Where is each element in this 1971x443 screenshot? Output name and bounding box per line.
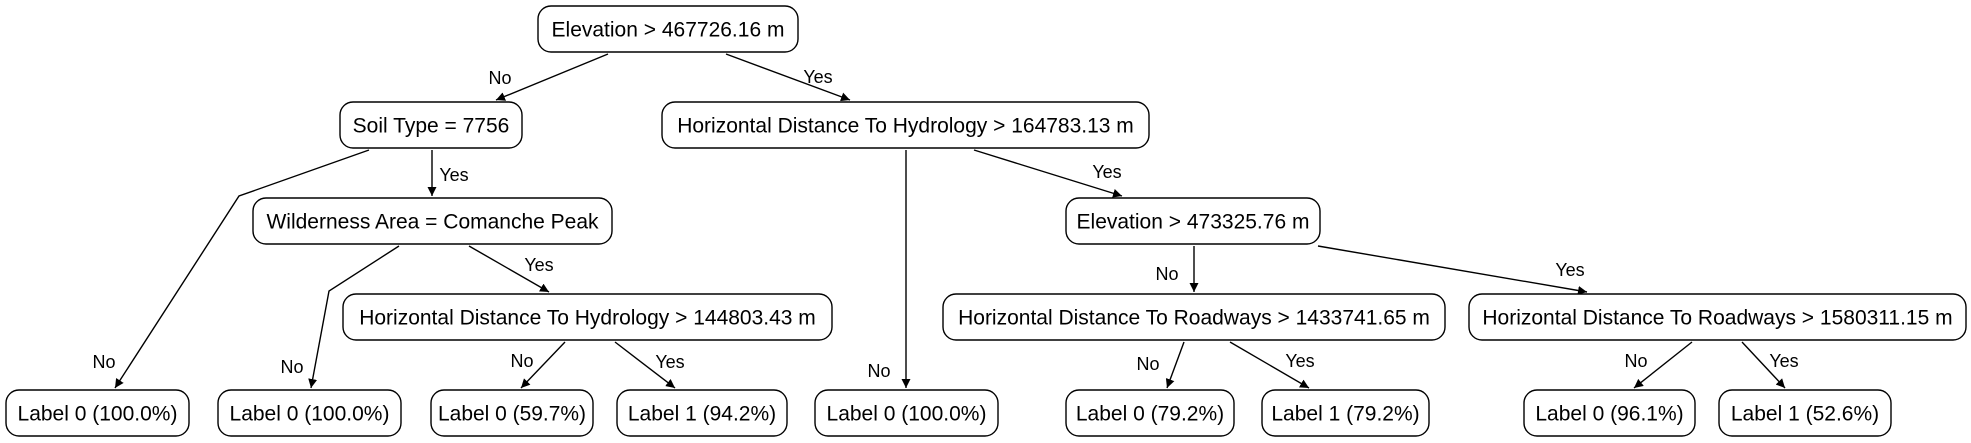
edge-label: Yes	[803, 67, 832, 87]
node-label: Horizontal Distance To Roadways > 143374…	[958, 307, 1430, 330]
edge-road2-leaf9: Yes	[1741, 341, 1799, 389]
node-box	[616, 389, 788, 437]
edge-label: No	[280, 357, 303, 377]
edge-arrow	[725, 53, 851, 102]
edge-label: Yes	[1285, 351, 1314, 371]
edge-label: No	[510, 351, 533, 371]
edge-label: Yes	[655, 352, 684, 372]
edge-hydro2-leaf4: Yes	[614, 341, 685, 389]
node-box	[1523, 389, 1696, 437]
node-label: Soil Type = 7756	[353, 115, 510, 138]
edge-arrow	[614, 341, 676, 389]
edge-label: Yes	[1555, 260, 1584, 280]
node-box	[342, 293, 833, 341]
edge-label: No	[1136, 354, 1159, 374]
leaf-node: Label 1 (79.2%)	[1261, 389, 1430, 437]
decision-node: Elevation > 473325.76 m	[1065, 197, 1321, 245]
edge-hydro1-elev2: Yes	[973, 149, 1123, 198]
decision-node: Wilderness Area = Comanche Peak	[252, 197, 613, 245]
node-label: Label 0 (96.1%)	[1535, 403, 1683, 426]
node-label: Horizontal Distance To Roadways > 158031…	[1482, 307, 1952, 330]
leaf-node: Label 0 (79.2%)	[1065, 389, 1235, 437]
edge-arrow	[114, 149, 370, 389]
edge-label: No	[1624, 351, 1647, 371]
node-box	[252, 197, 613, 245]
edge-wild-hydro2: Yes	[468, 245, 554, 293]
edge-elev2-road1: No	[1155, 246, 1199, 292]
node-label: Label 0 (79.2%)	[1076, 403, 1224, 426]
leaf-node: Label 1 (52.6%)	[1718, 389, 1892, 437]
leaf-node: Label 1 (94.2%)	[616, 389, 788, 437]
edge-arrow	[308, 245, 400, 389]
node-box	[1468, 293, 1967, 341]
edge-arrow	[520, 341, 566, 389]
node-box	[661, 101, 1150, 149]
node-box	[217, 389, 402, 437]
edge-wild-leaf2: No	[280, 245, 400, 389]
edge-label: Yes	[524, 255, 553, 275]
decision-node: Horizontal Distance To Roadways > 143374…	[942, 293, 1446, 341]
edge-label: No	[867, 361, 890, 381]
node-label: Label 1 (79.2%)	[1271, 403, 1419, 426]
node-box	[1065, 197, 1321, 245]
leaf-node: Label 0 (59.7%)	[430, 389, 594, 437]
edge-arrow	[973, 149, 1123, 198]
node-box	[430, 389, 594, 437]
edge-road2-leaf8: No	[1624, 341, 1693, 389]
node-label: Label 1 (94.2%)	[628, 403, 776, 426]
node-label: Label 0 (59.7%)	[438, 403, 586, 426]
edge-arrow	[1741, 341, 1786, 389]
leaf-node: Label 0 (100.0%)	[217, 389, 402, 437]
decision-node: Horizontal Distance To Hydrology > 16478…	[661, 101, 1150, 149]
edge-road1-leaf7: Yes	[1229, 341, 1315, 389]
edge-soil-wild: Yes	[427, 150, 469, 196]
edge-arrow	[1317, 245, 1588, 295]
edge-root-hydro1: Yes	[725, 53, 851, 102]
node-box	[5, 389, 190, 437]
edge-arrow	[1633, 341, 1693, 389]
edge-label: Yes	[439, 165, 468, 185]
edge-arrow	[495, 53, 609, 101]
node-label: Wilderness Area = Comanche Peak	[266, 211, 599, 234]
leaf-node: Label 0 (100.0%)	[814, 389, 999, 437]
node-box	[942, 293, 1446, 341]
edge-road1-leaf6: No	[1136, 341, 1185, 389]
node-box	[1065, 389, 1235, 437]
node-label: Label 0 (100.0%)	[827, 403, 987, 426]
edge-hydro1-leaf5: No	[867, 150, 911, 388]
node-label: Horizontal Distance To Hydrology > 16478…	[677, 115, 1134, 138]
node-box	[1718, 389, 1892, 437]
node-label: Label 0 (100.0%)	[230, 403, 390, 426]
edge-elev2-road2: Yes	[1317, 245, 1588, 295]
edge-arrow	[1165, 341, 1185, 389]
node-box	[537, 5, 799, 53]
edge-label: No	[488, 68, 511, 88]
edge-layer: No Yes No Yes No Yes No Yes No Yes No Yes No Yes No Yes	[92, 53, 1799, 389]
edge-label: No	[1155, 264, 1178, 284]
edge-label: Yes	[1769, 351, 1798, 371]
node-layer: Elevation > 467726.16 m Soil Type = 7756 H…	[5, 5, 1967, 437]
leaf-node: Label 0 (96.1%)	[1523, 389, 1696, 437]
decision-node: Elevation > 467726.16 m	[537, 5, 799, 53]
decision-node: Horizontal Distance To Hydrology > 14480…	[342, 293, 833, 341]
node-label: Label 1 (52.6%)	[1731, 403, 1879, 426]
node-label: Elevation > 467726.16 m	[552, 19, 785, 42]
node-label: Elevation > 473325.76 m	[1077, 211, 1310, 234]
decision-node: Soil Type = 7756	[339, 101, 523, 149]
edge-label: No	[92, 352, 115, 372]
node-box	[1261, 389, 1430, 437]
edge-label: Yes	[1092, 162, 1121, 182]
edge-root-soil: No	[488, 53, 609, 101]
edge-hydro2-leaf3: No	[510, 341, 566, 389]
edge-arrow	[468, 245, 550, 293]
edge-arrow	[1229, 341, 1310, 389]
decision-node: Horizontal Distance To Roadways > 158031…	[1468, 293, 1967, 341]
node-label: Label 0 (100.0%)	[18, 403, 178, 426]
node-box	[339, 101, 523, 149]
node-label: Horizontal Distance To Hydrology > 14480…	[359, 307, 816, 330]
edge-soil-leaf1: No	[92, 149, 370, 389]
leaf-node: Label 0 (100.0%)	[5, 389, 190, 437]
node-box	[814, 389, 999, 437]
